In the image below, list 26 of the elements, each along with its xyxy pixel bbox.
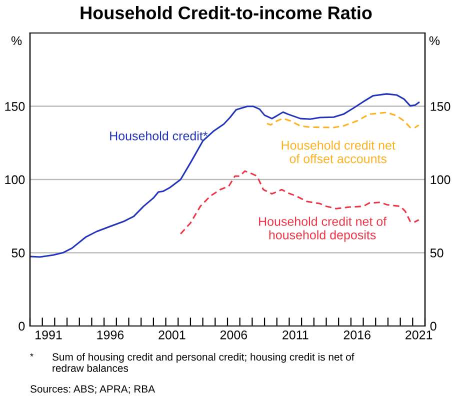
- x-tick-label: 2001: [158, 330, 186, 340]
- x-tick-label: 2016: [344, 330, 370, 340]
- line-series: [266, 112, 420, 128]
- x-tick-label: 2011: [282, 330, 308, 340]
- text: Sum of housing credit and personal credit; housing credit is net of redraw balances: [52, 353, 354, 372]
- y2-tick-label: 100: [430, 175, 450, 184]
- y2-tick-label: 0: [430, 322, 436, 331]
- line-series: [30, 93, 420, 258]
- y2-tick-label: 50: [430, 248, 444, 258]
- y2-axis-title: %: [429, 36, 440, 46]
- y-tick-label: 150: [5, 102, 25, 111]
- y-axis-title: %: [11, 36, 22, 46]
- x-tick-label: 2021: [406, 330, 432, 340]
- x-tick-label: 2006: [220, 330, 248, 340]
- y-tick-label: 100: [5, 175, 25, 184]
- y-tick-label: 50: [12, 248, 25, 258]
- text: *: [30, 353, 34, 356]
- source-note: Sources: ABS; APRA; RBA: [30, 385, 156, 394]
- series-label: Household credit net of household deposits: [259, 216, 387, 242]
- chart-title: Household Credit-to-income Ratio: [80, 6, 372, 20]
- x-tick-label: 1991: [36, 330, 62, 340]
- y-tick-label: 0: [18, 322, 25, 331]
- series-label: Household credit*: [110, 131, 208, 140]
- y2-tick-label: 150: [430, 102, 450, 111]
- series-label: Household credit net of offset accounts: [282, 140, 396, 164]
- x-tick-label: 1996: [97, 330, 124, 340]
